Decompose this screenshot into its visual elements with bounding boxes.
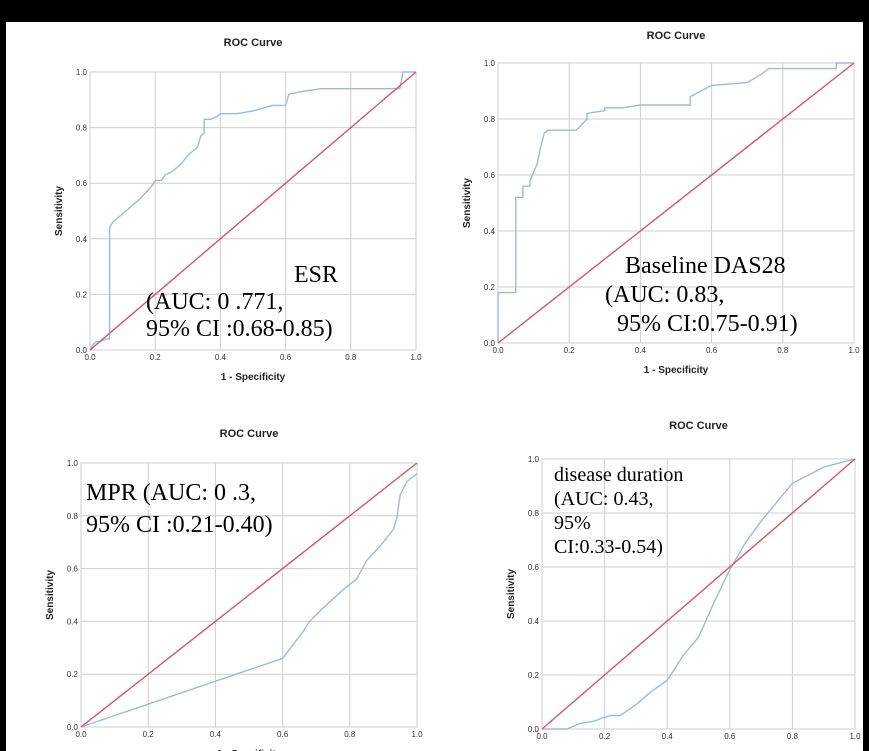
x-tick-label: 0.2 — [599, 732, 611, 741]
x-tick-label: 0.8 — [777, 346, 789, 355]
chart-title: ROC Curve — [224, 37, 283, 49]
x-tick-label: 0.4 — [215, 353, 227, 362]
x-tick-label: 1.0 — [410, 353, 422, 362]
chart-title: ROC Curve — [647, 30, 706, 42]
auc-annotation-line: Baseline DAS28 — [625, 253, 786, 279]
x-tick-label: 0.8 — [344, 730, 356, 739]
figure-frame: 0.0 0.2 0.4 0.6 0.8 1.0 0.0 0.2 0.4 0.6 0.8 1.0 ROC … — [6, 22, 863, 751]
y-tick-label: 0.2 — [67, 670, 79, 679]
y-axis-label: Sensitivity — [54, 186, 65, 236]
x-tick-label: 0.6 — [724, 732, 736, 741]
y-tick-label: 0.2 — [484, 283, 496, 292]
x-tick-label: 0.2 — [564, 346, 576, 355]
x-tick-label: 0.0 — [536, 732, 548, 741]
roc-curve-line — [497, 62, 854, 343]
roc-chart-svg: 0.0 0.2 0.4 0.6 0.8 1.0 0.0 0.2 0.4 0.6 0.8 1.0 ROC … — [54, 37, 422, 383]
x-tick-label: 0.4 — [662, 732, 674, 741]
reference-diagonal-line — [80, 462, 418, 728]
auc-annotation-line: 95% CI :0.68-0.85) — [146, 316, 333, 342]
chart-title: ROC Curve — [669, 420, 728, 432]
x-tick-label: 0.4 — [210, 730, 222, 739]
y-tick-label: 0.2 — [528, 671, 540, 680]
x-tick-label: 1.0 — [411, 730, 423, 739]
reference-diagonal-line — [89, 71, 417, 351]
auc-annotation-line: disease duration — [554, 464, 683, 486]
y-tick-label: 0.4 — [67, 617, 79, 626]
roc-panel-mpr: 0.0 0.2 0.4 0.6 0.8 1.0 0.0 0.2 0.4 0.6 0.8 1.0 ROC … — [34, 425, 434, 751]
y-tick-label: 1.0 — [484, 59, 496, 68]
y-tick-label: 1.0 — [67, 459, 79, 468]
auc-annotation-line: (AUC: 0.43, — [554, 488, 653, 510]
y-tick-label: 0.8 — [76, 124, 88, 133]
auc-annotation-line: CI:0.33-0.54) — [554, 536, 663, 558]
reference-diagonal-line — [541, 458, 856, 730]
x-tick-label: 1.0 — [848, 346, 860, 355]
x-tick-label: 0.2 — [143, 730, 155, 739]
x-tick-label: 0.0 — [75, 730, 87, 739]
auc-annotation-line: 95% — [554, 512, 591, 534]
auc-annotation-line: (AUC: 0.83, — [605, 282, 724, 308]
y-tick-label: 0.6 — [528, 563, 540, 572]
y-axis-label: Sensitivity — [506, 569, 517, 619]
x-tick-label: 0.8 — [787, 732, 799, 741]
auc-annotation-line: (AUC: 0 .771, — [146, 289, 283, 315]
roc-curve-line — [542, 458, 856, 730]
y-tick-label: 0.8 — [528, 509, 540, 518]
reference-diagonal-line — [497, 62, 855, 344]
x-axis-label: 1 - Specificity — [644, 365, 709, 376]
roc-panel-disease-duration: 0.0 0.2 0.4 0.6 0.8 1.0 0.0 0.2 0.4 0.6 0.8 1.0 ROC … — [492, 415, 862, 751]
y-axis-label: Sensitivity — [462, 178, 473, 228]
roc-chart-svg: 0.0 0.2 0.4 0.6 0.8 1.0 0.0 0.2 0.4 0.6 0.8 1.0 ROC … — [462, 30, 860, 376]
auc-annotation-line: ESR — [294, 262, 338, 288]
y-tick-label: 0.0 — [76, 346, 88, 355]
x-tick-label: 0.4 — [635, 346, 647, 355]
x-tick-label: 0.8 — [345, 353, 357, 362]
y-tick-label: 0.8 — [484, 115, 496, 124]
y-axis-label: Sensitivity — [45, 570, 56, 620]
y-tick-label: 0.4 — [76, 235, 88, 244]
x-axis-label: 1 - Specificity — [217, 749, 282, 751]
roc-chart-svg: 0.0 0.2 0.4 0.6 0.8 1.0 0.0 0.2 0.4 0.6 0.8 1.0 ROC … — [506, 420, 861, 741]
y-tick-label: 1.0 — [528, 455, 540, 464]
y-tick-label: 0.0 — [528, 725, 540, 734]
roc-panel-das28: 0.0 0.2 0.4 0.6 0.8 1.0 0.0 0.2 0.4 0.6 0.8 1.0 ROC … — [440, 27, 860, 377]
x-tick-label: 0.6 — [280, 353, 292, 362]
y-tick-label: 0.2 — [76, 290, 88, 299]
y-tick-label: 0.8 — [67, 512, 79, 521]
y-tick-label: 0.4 — [528, 617, 540, 626]
x-tick-label: 0.0 — [84, 353, 96, 362]
x-axis-label: 1 - Specificity — [221, 372, 286, 383]
auc-annotation-line: 95% CI :0.21-0.40) — [86, 512, 273, 538]
y-tick-label: 0.6 — [67, 565, 79, 574]
y-tick-label: 1.0 — [76, 68, 88, 77]
roc-curve-line — [80, 473, 418, 728]
auc-annotation-line: 95% CI:0.75-0.91) — [617, 311, 798, 337]
chart-title: ROC Curve — [220, 428, 279, 440]
roc-chart-svg: 0.0 0.2 0.4 0.6 0.8 1.0 0.0 0.2 0.4 0.6 0.8 1.0 ROC … — [45, 428, 423, 751]
x-tick-label: 0.6 — [706, 346, 718, 355]
roc-curve-line — [89, 71, 416, 351]
y-tick-label: 0.6 — [76, 179, 88, 188]
auc-annotation-line: MPR (AUC: 0 .3, — [86, 480, 256, 506]
y-tick-label: 0.6 — [484, 171, 496, 180]
roc-panel-esr: 0.0 0.2 0.4 0.6 0.8 1.0 0.0 0.2 0.4 0.6 0.8 1.0 ROC … — [36, 32, 436, 387]
x-tick-label: 0.2 — [150, 353, 162, 362]
y-tick-label: 0.4 — [484, 227, 496, 236]
x-tick-label: 0.6 — [277, 730, 289, 739]
y-tick-label: 0.0 — [484, 339, 496, 348]
x-tick-label: 1.0 — [849, 732, 861, 741]
y-tick-label: 0.0 — [67, 723, 79, 732]
x-tick-label: 0.0 — [492, 346, 504, 355]
